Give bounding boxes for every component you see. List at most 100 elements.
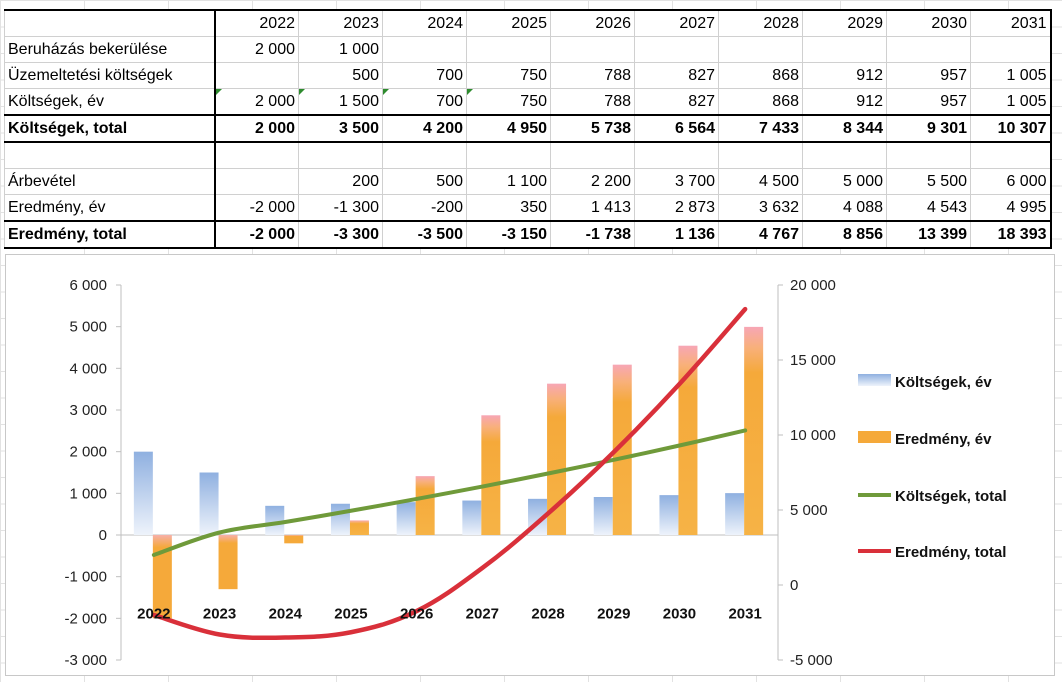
legend-label[interactable]: Költségek, total <box>895 488 1007 505</box>
value-cell[interactable] <box>466 141 551 169</box>
legend-label[interactable]: Költségek, év <box>895 374 992 391</box>
value-cell[interactable]: 750 <box>466 88 551 116</box>
value-cell[interactable]: -3 150 <box>466 220 551 249</box>
value-cell[interactable]: 2 000 <box>214 114 299 143</box>
legend-label[interactable]: Eredmény, total <box>895 544 1006 561</box>
bar-eredmeny-ev[interactable] <box>152 535 172 619</box>
value-cell[interactable] <box>214 141 299 169</box>
row-label-cell[interactable] <box>4 141 216 169</box>
value-cell[interactable] <box>466 36 551 63</box>
bar-eredmeny-ev[interactable] <box>481 415 501 535</box>
value-cell[interactable]: 700 <box>382 62 467 89</box>
value-cell[interactable]: 3 500 <box>298 114 383 143</box>
year-header-cell[interactable]: 2029 <box>802 9 887 37</box>
value-cell[interactable]: 8 344 <box>802 114 887 143</box>
value-cell[interactable]: 2 000 <box>214 36 299 63</box>
value-cell[interactable] <box>970 141 1052 169</box>
value-cell[interactable]: 6 000 <box>970 168 1052 195</box>
year-header-cell[interactable]: 2025 <box>466 9 551 37</box>
value-cell[interactable]: 700 <box>382 88 467 116</box>
value-cell[interactable] <box>634 141 719 169</box>
value-cell[interactable]: 1 005 <box>970 62 1052 89</box>
bar-eredmeny-ev[interactable] <box>678 345 698 535</box>
value-cell[interactable]: 4 088 <box>802 194 887 222</box>
value-cell[interactable]: 1 000 <box>298 36 383 63</box>
value-cell[interactable]: 9 301 <box>886 114 971 143</box>
bar-eredmeny-ev[interactable] <box>218 535 238 590</box>
value-cell[interactable]: 4 200 <box>382 114 467 143</box>
line-koltsegek-total[interactable] <box>151 428 748 557</box>
value-cell[interactable]: -2 000 <box>214 194 299 222</box>
value-cell[interactable]: 957 <box>886 88 971 116</box>
bar-eredmeny-ev[interactable] <box>547 383 567 535</box>
bar-eredmeny-ev[interactable] <box>415 476 435 535</box>
value-cell[interactable]: 750 <box>466 62 551 89</box>
value-cell[interactable]: 18 393 <box>970 220 1052 249</box>
value-cell[interactable]: 2 200 <box>550 168 635 195</box>
value-cell[interactable]: 500 <box>382 168 467 195</box>
value-cell[interactable]: 1 500 <box>298 88 383 116</box>
year-header-cell[interactable]: 2023 <box>298 9 383 37</box>
value-cell[interactable]: 957 <box>886 62 971 89</box>
value-cell[interactable] <box>214 168 299 195</box>
value-cell[interactable]: 788 <box>550 88 635 116</box>
value-cell[interactable]: 200 <box>298 168 383 195</box>
value-cell[interactable] <box>886 141 971 169</box>
value-cell[interactable]: 4 950 <box>466 114 551 143</box>
bar-koltsegek-ev[interactable] <box>133 451 153 535</box>
value-cell[interactable]: 912 <box>802 88 887 116</box>
value-cell[interactable] <box>634 36 719 63</box>
value-cell[interactable] <box>382 141 467 169</box>
value-cell[interactable]: -3 500 <box>382 220 467 249</box>
bar-koltsegek-ev[interactable] <box>396 502 416 535</box>
year-header-cell[interactable]: 2026 <box>550 9 635 37</box>
value-cell[interactable] <box>718 141 803 169</box>
value-cell[interactable]: 6 564 <box>634 114 719 143</box>
value-cell[interactable]: 827 <box>634 62 719 89</box>
bar-koltsegek-ev[interactable] <box>330 503 350 535</box>
year-header-cell[interactable]: 2024 <box>382 9 467 37</box>
value-cell[interactable] <box>886 36 971 63</box>
value-cell[interactable]: 3 632 <box>718 194 803 222</box>
value-cell[interactable]: 5 500 <box>886 168 971 195</box>
value-cell[interactable] <box>382 36 467 63</box>
year-header-cell[interactable]: 2030 <box>886 9 971 37</box>
value-cell[interactable] <box>970 36 1052 63</box>
value-cell[interactable]: 3 700 <box>634 168 719 195</box>
row-label-cell[interactable]: Költségek, total <box>4 114 216 143</box>
row-label-cell[interactable]: Eredmény, év <box>4 194 216 222</box>
row-label-cell[interactable]: Eredmény, total <box>4 220 216 249</box>
year-header-cell[interactable]: 2022 <box>214 9 299 37</box>
bar-eredmeny-ev[interactable] <box>349 520 369 535</box>
value-cell[interactable]: 1 100 <box>466 168 551 195</box>
value-cell[interactable]: -2 000 <box>214 220 299 249</box>
value-cell[interactable]: 4 767 <box>718 220 803 249</box>
value-cell[interactable]: 1 136 <box>634 220 719 249</box>
value-cell[interactable]: 788 <box>550 62 635 89</box>
year-header-cell[interactable]: 2031 <box>970 9 1052 37</box>
value-cell[interactable]: 2 000 <box>214 88 299 116</box>
value-cell[interactable] <box>802 141 887 169</box>
bar-eredmeny-ev[interactable] <box>612 364 632 535</box>
value-cell[interactable]: 827 <box>634 88 719 116</box>
row-label-cell[interactable]: Árbevétel <box>4 168 216 195</box>
value-cell[interactable]: 7 433 <box>718 114 803 143</box>
bar-koltsegek-ev[interactable] <box>462 500 482 535</box>
value-cell[interactable] <box>802 36 887 63</box>
header-corner-cell[interactable] <box>4 9 216 37</box>
legend-label[interactable]: Eredmény, év <box>895 431 992 448</box>
year-header-cell[interactable]: 2028 <box>718 9 803 37</box>
value-cell[interactable]: -200 <box>382 194 467 222</box>
value-cell[interactable]: 912 <box>802 62 887 89</box>
value-cell[interactable]: 2 873 <box>634 194 719 222</box>
bar-koltsegek-ev[interactable] <box>199 472 219 536</box>
year-header-cell[interactable]: 2027 <box>634 9 719 37</box>
row-label-cell[interactable]: Beruházás bekerülése <box>4 36 216 63</box>
value-cell[interactable]: -1 738 <box>550 220 635 249</box>
chart-area[interactable]: -3 000 -2 000 -1 000 0 1 000 2 000 3 000 4 000 5… <box>5 254 1055 676</box>
value-cell[interactable]: -1 300 <box>298 194 383 222</box>
bar-eredmeny-ev[interactable] <box>744 326 764 535</box>
value-cell[interactable]: -3 300 <box>298 220 383 249</box>
value-cell[interactable]: 868 <box>718 88 803 116</box>
value-cell[interactable]: 5 000 <box>802 168 887 195</box>
